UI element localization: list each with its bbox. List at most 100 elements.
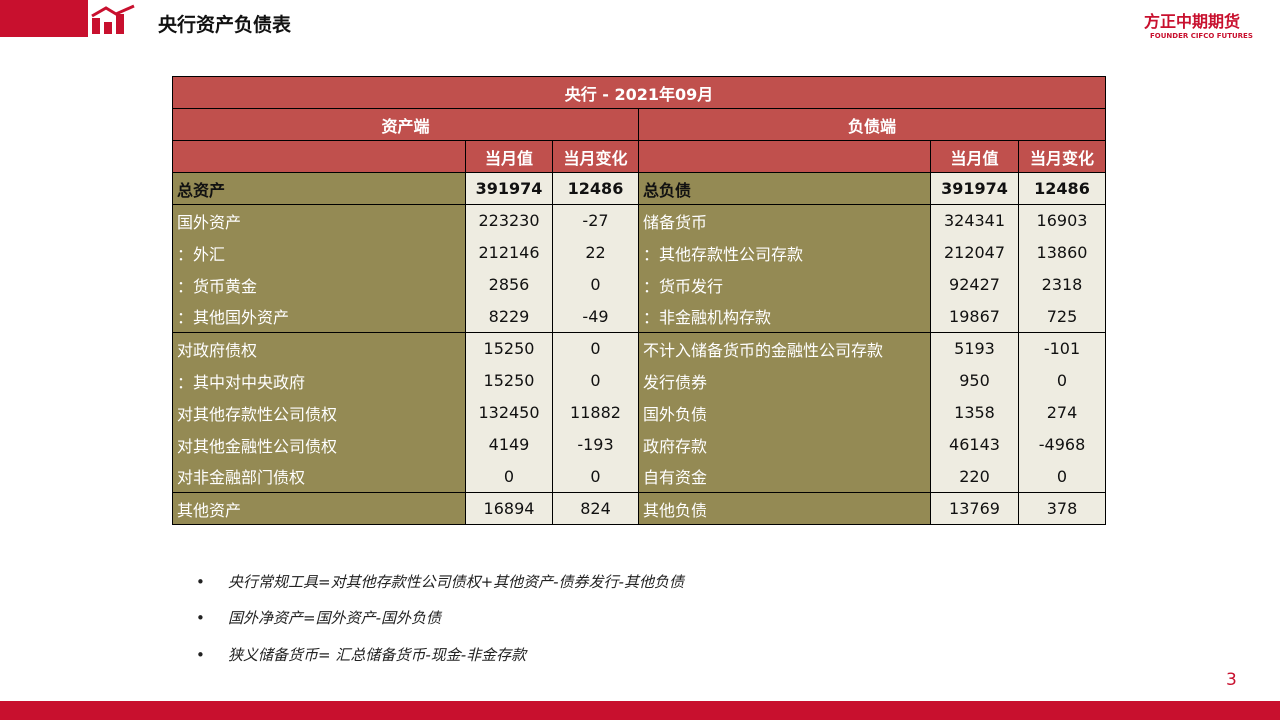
table-row: 国外资产 223230 -27 储备货币 324341 16903 [172, 204, 1106, 237]
table-row: 其他资产 16894 824 其他负债 13769 378 [172, 492, 1106, 525]
value-cell: -27 [552, 204, 639, 237]
label-cell: ：其他存款性公司存款 [638, 236, 931, 269]
icon [91, 4, 135, 34]
value-cell: 46143 [930, 428, 1019, 461]
bullet: • [196, 573, 205, 591]
label-cell: 对其他存款性公司债权 [172, 396, 466, 429]
table-row: ：外汇 212146 22 ：其他存款性公司存款 212047 13860 [172, 236, 1106, 269]
value-cell: 5193 [930, 332, 1019, 365]
value-cell: 0 [465, 460, 553, 493]
table-row: ：货币黄金 2856 0 ：货币发行 92427 2318 [172, 268, 1106, 301]
value-cell: 12486 [1018, 172, 1106, 205]
label-cell: 储备货币 [638, 204, 931, 237]
table-row: ：其中对中央政府 15250 0 发行债券 950 0 [172, 364, 1106, 397]
label-cell: 其他资产 [172, 492, 466, 525]
value-cell: 223230 [465, 204, 553, 237]
label-cell: 国外负债 [638, 396, 931, 429]
note: • 央行常规工具=对其他存款性公司债权+其他资产-债券发行-其他负债 [196, 571, 684, 592]
note: • 国外净资产=国外资产-国外负债 [196, 607, 441, 628]
value-cell: 22 [552, 236, 639, 269]
value-cell: 13860 [1018, 236, 1106, 269]
label-cell: 不计入储备货币的金融性公司存款 [638, 332, 931, 365]
section-row: 资产端 负债端 [172, 108, 1106, 141]
column-header [172, 140, 466, 173]
value-cell: 19867 [930, 300, 1019, 333]
note-text: 狭义储备货币= 汇总储备货币-现金-非金存款 [228, 646, 527, 664]
slide-title: 央行资产负债表 [158, 14, 292, 36]
value-cell: 824 [552, 492, 639, 525]
label-cell: ：外汇 [172, 236, 466, 269]
value-cell: 11882 [552, 396, 639, 429]
value-cell: 391974 [930, 172, 1019, 205]
table-row: 对政府债权 15250 0 不计入储备货币的金融性公司存款 5193 -101 [172, 332, 1106, 365]
value-cell: -101 [1018, 332, 1106, 365]
value-cell: 15250 [465, 332, 553, 365]
value-cell: 0 [552, 460, 639, 493]
value-cell: -49 [552, 300, 639, 333]
label-cell: 其他负债 [638, 492, 931, 525]
value-cell: 132450 [465, 396, 553, 429]
value-cell: 0 [1018, 460, 1106, 493]
footer-bar [0, 701, 1280, 720]
value-cell: 0 [1018, 364, 1106, 397]
value-cell: 13769 [930, 492, 1019, 525]
table-row: 总资产 391974 12486 总负债 391974 12486 [172, 172, 1106, 205]
label-cell: ：其中对中央政府 [172, 364, 466, 397]
column-header: 当月变化 [1018, 140, 1106, 173]
note-text: 国外净资产=国外资产-国外负债 [228, 609, 441, 627]
value-cell: 725 [1018, 300, 1106, 333]
label-cell: 自有资金 [638, 460, 931, 493]
column-row: 当月值 当月变化 当月值 当月变化 [172, 140, 1106, 173]
label-cell: 总负债 [638, 172, 931, 205]
label-cell: 总资产 [172, 172, 466, 205]
note-text: 央行常规工具=对其他存款性公司债权+其他资产-债券发行-其他负债 [228, 573, 684, 591]
section-header: 资产端 [172, 108, 639, 141]
label-cell: ：货币黄金 [172, 268, 466, 301]
value-cell: 92427 [930, 268, 1019, 301]
page-number: 3 [1226, 670, 1237, 690]
label-cell: 对其他金融性公司债权 [172, 428, 466, 461]
value-cell: 0 [552, 364, 639, 397]
table-row: ：其他国外资产 8229 -49 ：非金融机构存款 19867 725 [172, 300, 1106, 333]
value-cell: 1358 [930, 396, 1019, 429]
label-cell: 政府存款 [638, 428, 931, 461]
value-cell: 212146 [465, 236, 553, 269]
balance-table: 央行 - 2021年09月 资产端 负债端 当月值 当月变化 当月值 当月变化 总资产 3919… [172, 76, 1106, 525]
value-cell: 220 [930, 460, 1019, 493]
table-row: 对其他存款性公司债权 132450 11882 国外负债 1358 274 [172, 396, 1106, 429]
value-cell: 8229 [465, 300, 553, 333]
value-cell: 0 [552, 268, 639, 301]
value-cell: 274 [1018, 396, 1106, 429]
label-cell: 发行债券 [638, 364, 931, 397]
value-cell: 15250 [465, 364, 553, 397]
bullet: • [196, 646, 205, 664]
label-cell: ：非金融机构存款 [638, 300, 931, 333]
value-cell: 0 [552, 332, 639, 365]
value-cell: 12486 [552, 172, 639, 205]
label-cell: 对政府债权 [172, 332, 466, 365]
table-row: 对非金融部门债权 0 0 自有资金 220 0 [172, 460, 1106, 493]
column-header: 当月变化 [552, 140, 639, 173]
value-cell: -4968 [1018, 428, 1106, 461]
value-cell: 2856 [465, 268, 553, 301]
table-row: 对其他金融性公司债权 4149 -193 政府存款 46143 -4968 [172, 428, 1106, 461]
logo-text: 方正中期期货 [1144, 12, 1241, 31]
value-cell: 16903 [1018, 204, 1106, 237]
table-title: 央行 - 2021年09月 [172, 76, 1106, 109]
value-cell: 2318 [1018, 268, 1106, 301]
column-header: 当月值 [465, 140, 553, 173]
label-cell: ：其他国外资产 [172, 300, 466, 333]
label-cell: 国外资产 [172, 204, 466, 237]
logo: 方正中期期货 FOUNDER CIFCO FUTURES [1120, 8, 1253, 40]
value-cell: 391974 [465, 172, 553, 205]
value-cell: 4149 [465, 428, 553, 461]
value-cell: 324341 [930, 204, 1019, 237]
value-cell: 950 [930, 364, 1019, 397]
value-cell: 16894 [465, 492, 553, 525]
bullet: • [196, 609, 205, 627]
logo-subtext: FOUNDER CIFCO FUTURES [1150, 32, 1253, 40]
section-header: 负债端 [638, 108, 1106, 141]
column-header [638, 140, 931, 173]
value-cell: 212047 [930, 236, 1019, 269]
